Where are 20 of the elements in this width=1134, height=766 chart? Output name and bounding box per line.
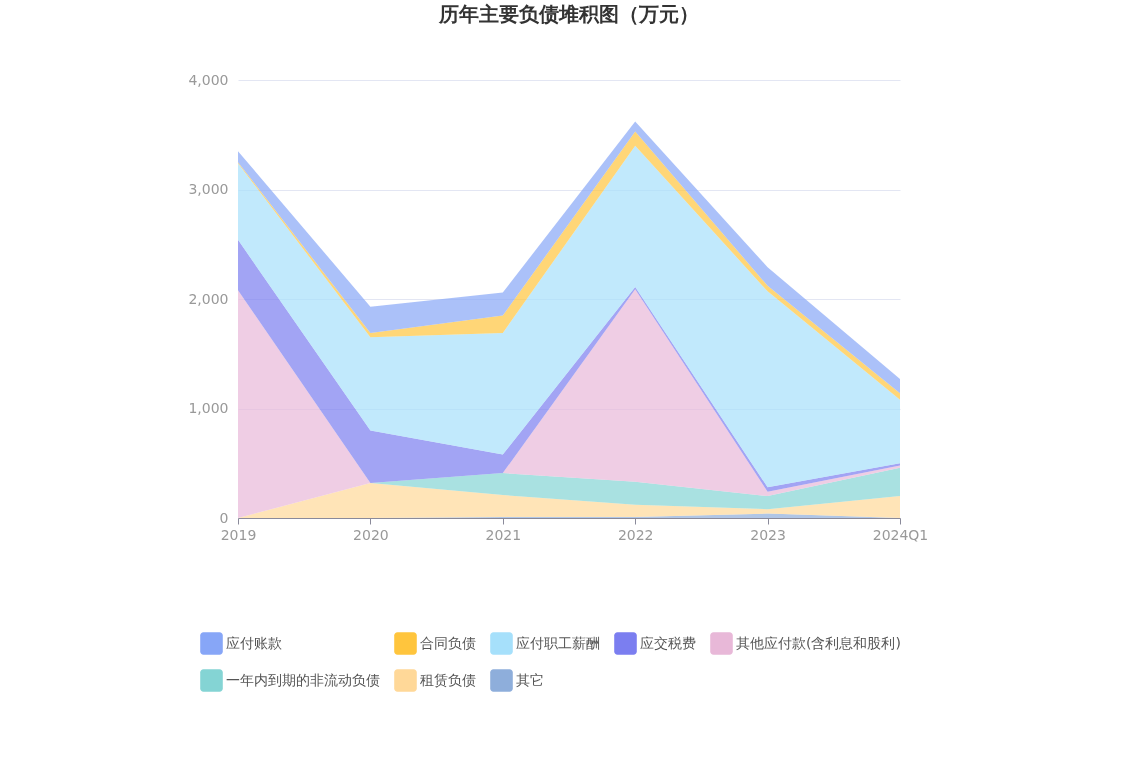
legend-label: 租赁负债 (420, 671, 476, 688)
chart-title: 历年主要负债堆积图（万元） (438, 2, 699, 26)
x-tick-label: 2021 (485, 526, 522, 543)
y-tick-label: 2,000 (188, 290, 229, 307)
x-tick-label: 2024Q1 (872, 526, 929, 543)
legend-label: 其它 (516, 671, 544, 688)
x-tick-label: 2019 (220, 526, 257, 543)
legend-label: 应付账款 (226, 634, 282, 651)
x-tick-label: 2020 (353, 526, 389, 543)
legend-label: 合同负债 (420, 634, 476, 651)
legend-label: 一年内到期的非流动负债 (226, 671, 380, 688)
legend-label: 应交税费 (640, 634, 696, 651)
x-tick-label: 2023 (750, 526, 786, 543)
legend-label: 其他应付款(含利息和股利) (736, 634, 901, 651)
y-tick-label: 4,000 (188, 71, 229, 88)
y-tick-label: 1,000 (188, 400, 229, 416)
legend-label: 应付职工薪酬 (516, 634, 600, 651)
y-tick-label: 3,000 (188, 181, 229, 197)
x-tick-label: 2022 (617, 526, 654, 543)
y-tick-label: 0 (219, 509, 229, 526)
